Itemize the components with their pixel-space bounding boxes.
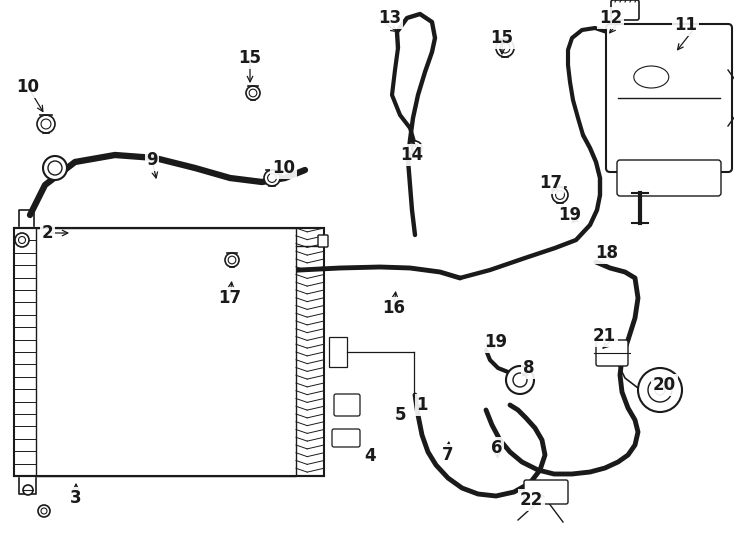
Circle shape	[506, 366, 534, 394]
Circle shape	[37, 115, 55, 133]
Circle shape	[655, 385, 665, 395]
Circle shape	[41, 119, 51, 129]
Circle shape	[23, 485, 33, 495]
Circle shape	[38, 505, 50, 517]
Text: 8: 8	[523, 359, 534, 377]
Circle shape	[264, 170, 280, 186]
Text: 12: 12	[599, 9, 622, 27]
FancyBboxPatch shape	[318, 235, 328, 247]
Text: 19: 19	[484, 333, 507, 351]
FancyBboxPatch shape	[617, 160, 721, 196]
Text: 21: 21	[593, 327, 616, 345]
Text: 15: 15	[490, 29, 514, 47]
Text: 7: 7	[442, 446, 454, 464]
FancyBboxPatch shape	[332, 429, 360, 447]
Circle shape	[48, 161, 62, 175]
Circle shape	[496, 39, 514, 57]
Text: 14: 14	[401, 146, 424, 164]
Circle shape	[556, 191, 564, 199]
Text: 16: 16	[382, 299, 405, 317]
Bar	[36, 228, 296, 476]
Text: 17: 17	[219, 289, 241, 307]
Circle shape	[500, 43, 510, 53]
Text: 2: 2	[42, 224, 54, 242]
Circle shape	[225, 253, 239, 267]
Circle shape	[552, 187, 568, 203]
Circle shape	[412, 145, 418, 152]
Text: 13: 13	[378, 9, 401, 27]
Circle shape	[268, 173, 277, 183]
Circle shape	[15, 233, 29, 247]
FancyBboxPatch shape	[334, 394, 360, 416]
Text: 11: 11	[674, 16, 697, 34]
Text: 18: 18	[595, 244, 618, 262]
Text: 20: 20	[653, 376, 676, 394]
Text: 3: 3	[70, 489, 81, 507]
Circle shape	[648, 378, 672, 402]
Bar	[14, 228, 324, 476]
Circle shape	[513, 373, 527, 387]
Text: 19: 19	[558, 206, 581, 224]
FancyBboxPatch shape	[606, 24, 732, 172]
FancyBboxPatch shape	[611, 0, 639, 20]
Text: 5: 5	[394, 406, 406, 424]
Text: 10: 10	[16, 78, 40, 96]
Circle shape	[408, 141, 422, 155]
Text: 9: 9	[146, 151, 158, 169]
Bar	[329, 337, 347, 367]
Text: 15: 15	[239, 49, 261, 67]
Circle shape	[43, 156, 67, 180]
Text: 4: 4	[364, 447, 376, 465]
Circle shape	[638, 368, 682, 412]
Ellipse shape	[633, 66, 669, 88]
Circle shape	[41, 508, 47, 514]
Text: 22: 22	[520, 491, 543, 509]
Text: 10: 10	[272, 159, 295, 177]
Text: 6: 6	[491, 439, 503, 457]
Circle shape	[246, 86, 260, 100]
Text: 1: 1	[416, 396, 428, 414]
Circle shape	[228, 256, 236, 264]
Circle shape	[249, 89, 257, 97]
Circle shape	[18, 237, 26, 244]
FancyBboxPatch shape	[596, 340, 628, 366]
Text: 17: 17	[539, 174, 562, 192]
FancyBboxPatch shape	[524, 480, 568, 504]
